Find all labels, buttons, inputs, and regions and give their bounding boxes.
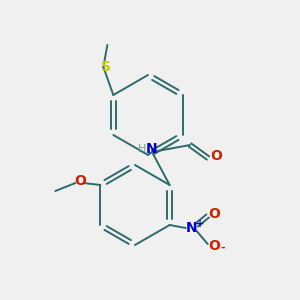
Text: S: S <box>101 60 111 74</box>
Text: N: N <box>186 221 197 235</box>
Text: O: O <box>209 239 220 253</box>
Text: O: O <box>210 149 222 163</box>
Text: -: - <box>220 243 225 253</box>
Text: O: O <box>74 174 86 188</box>
Text: +: + <box>196 219 204 229</box>
Text: H: H <box>138 144 146 154</box>
Text: N: N <box>146 142 158 156</box>
Text: O: O <box>209 207 220 221</box>
